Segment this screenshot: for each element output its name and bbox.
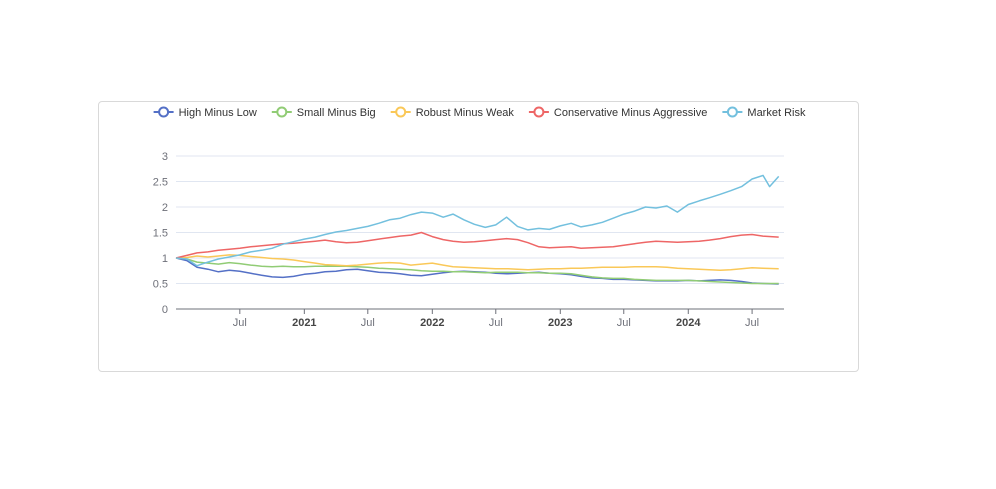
legend-circle-icon [276,106,288,118]
legend-circle-icon [158,106,170,118]
legend-item[interactable]: Market Risk [722,106,806,119]
x-tick-label: 2024 [676,317,701,329]
series-line [175,257,779,285]
legend-item[interactable]: Robust Minus Weak [390,106,515,119]
legend-circle-icon [395,106,407,118]
x-tick-label: 2021 [292,317,316,329]
legend-circle-icon [533,106,545,118]
legend: High Minus Low Small Minus Big Robust Minu… [153,106,806,119]
y-tick-label: 3 [162,151,168,163]
legend-label: Market Risk [747,107,806,119]
x-tick-label: 2023 [548,317,572,329]
y-tick-label: 0 [162,304,168,316]
x-tick-label: 2022 [420,317,444,329]
x-tick-label: Jul [745,317,759,329]
x-tick-label: Jul [361,317,375,329]
y-tick-label: 2.5 [153,177,168,189]
x-tick-label: Jul [233,317,247,329]
legend-label: High Minus Low [179,107,257,119]
y-tick-label: 1 [162,253,168,265]
y-tick-label: 2 [162,202,168,214]
chart-card: 0 0.5 1 1.5 2 2.5 3 Jul 2021 Jul 2022 Jul 2023 Jul 202… [98,101,859,372]
y-tick-label: 0.5 [153,279,168,291]
legend-circle-icon [726,106,738,118]
y-tick-label: 1.5 [153,228,168,240]
legend-label: Conservative Minus Aggressive [554,107,707,119]
x-tick-label: Jul [617,317,631,329]
legend-label: Small Minus Big [297,107,376,119]
series-line [175,231,779,259]
legend-item[interactable]: Small Minus Big [271,106,376,119]
legend-item[interactable]: High Minus Low [153,106,257,119]
line-chart: 0 0.5 1 1.5 2 2.5 3 Jul 2021 Jul 2022 Jul 2023 Jul 202… [153,106,806,329]
x-tick-label: Jul [489,317,503,329]
series-line [175,174,780,267]
legend-label: Robust Minus Weak [416,107,515,119]
legend-item[interactable]: Conservative Minus Aggressive [528,106,707,119]
series-line [175,254,779,271]
